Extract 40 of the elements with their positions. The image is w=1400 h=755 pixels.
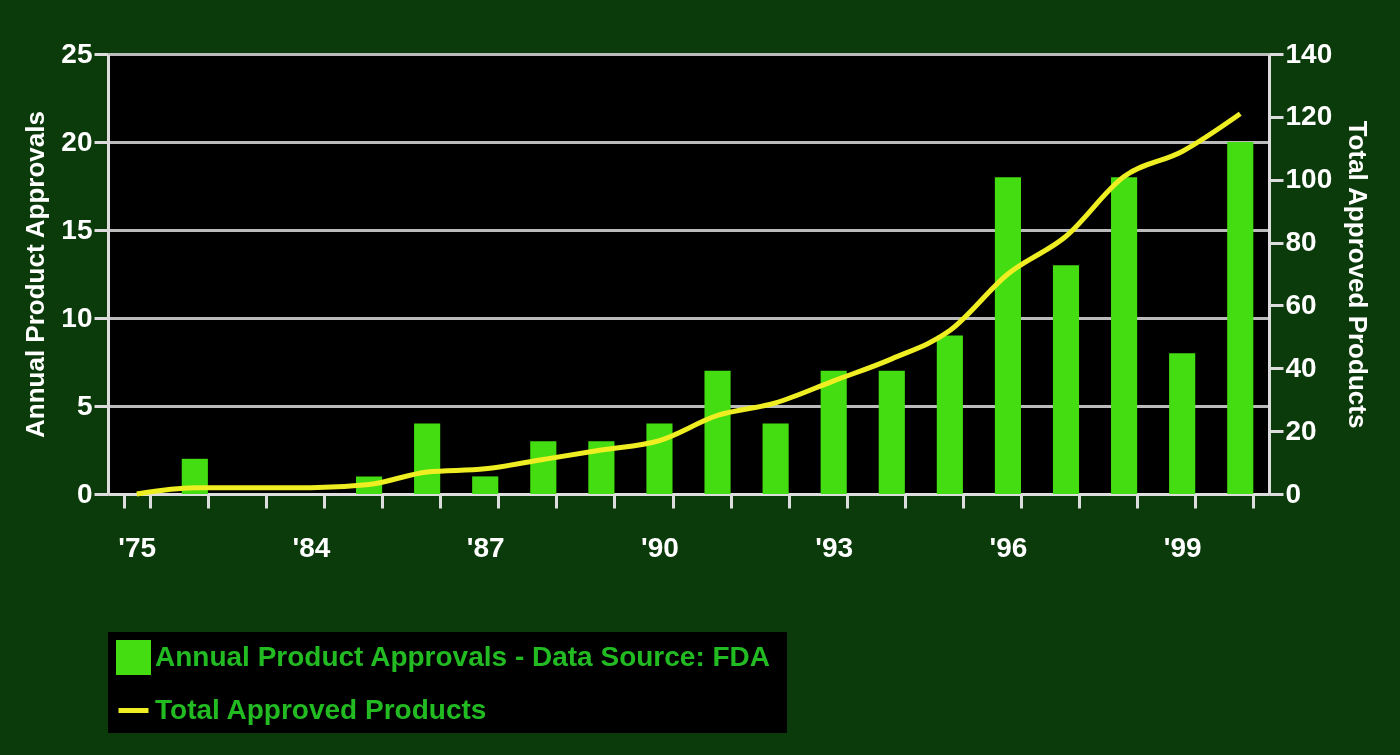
bar xyxy=(820,370,847,494)
x-tick-label: '93 xyxy=(815,531,854,563)
y2-tick-label: 80 xyxy=(1285,226,1317,258)
bar xyxy=(414,423,441,494)
y2-tick-label: 60 xyxy=(1285,288,1317,320)
bar xyxy=(588,441,615,494)
y-tick-label: 5 xyxy=(76,389,93,421)
y-tick-label: 15 xyxy=(61,213,93,245)
y2-tick-label: 100 xyxy=(1285,163,1333,195)
x-tick-label: '75 xyxy=(118,531,157,563)
x-tick-label: '96 xyxy=(989,531,1028,563)
y2-tick-label: 120 xyxy=(1285,100,1333,132)
bar xyxy=(530,441,557,494)
bar xyxy=(994,177,1021,494)
y-tick-label: 0 xyxy=(76,477,93,509)
x-tick-label: '99 xyxy=(1163,531,1202,563)
y2-axis-title: Total Approved Products xyxy=(1343,120,1374,429)
bar xyxy=(472,476,499,494)
bar xyxy=(1052,265,1080,494)
bar xyxy=(878,370,905,494)
y2-tick-label: 140 xyxy=(1285,37,1333,69)
y-axis-title: Annual Product Approvals xyxy=(20,111,51,438)
x-tick-label: '90 xyxy=(641,531,679,563)
bar xyxy=(1169,353,1196,494)
x-tick-label: '87 xyxy=(466,531,505,563)
x-tick-label: '84 xyxy=(292,531,331,563)
y-tick-label: 10 xyxy=(61,301,93,333)
bar xyxy=(704,370,731,494)
y2-tick-label: 20 xyxy=(1285,414,1317,446)
bar xyxy=(1111,177,1138,494)
bar xyxy=(762,423,789,494)
bar xyxy=(646,423,673,494)
legend-label: Total Approved Products xyxy=(155,693,487,725)
bar xyxy=(1227,142,1254,494)
y-tick-label: 20 xyxy=(61,125,93,157)
y2-tick-label: 0 xyxy=(1285,477,1302,509)
bar xyxy=(936,335,963,494)
y2-tick-label: 40 xyxy=(1285,351,1317,383)
y-tick-label: 25 xyxy=(61,37,93,69)
legend-label: Annual Product Approvals - Data Source: FDA xyxy=(155,640,771,672)
